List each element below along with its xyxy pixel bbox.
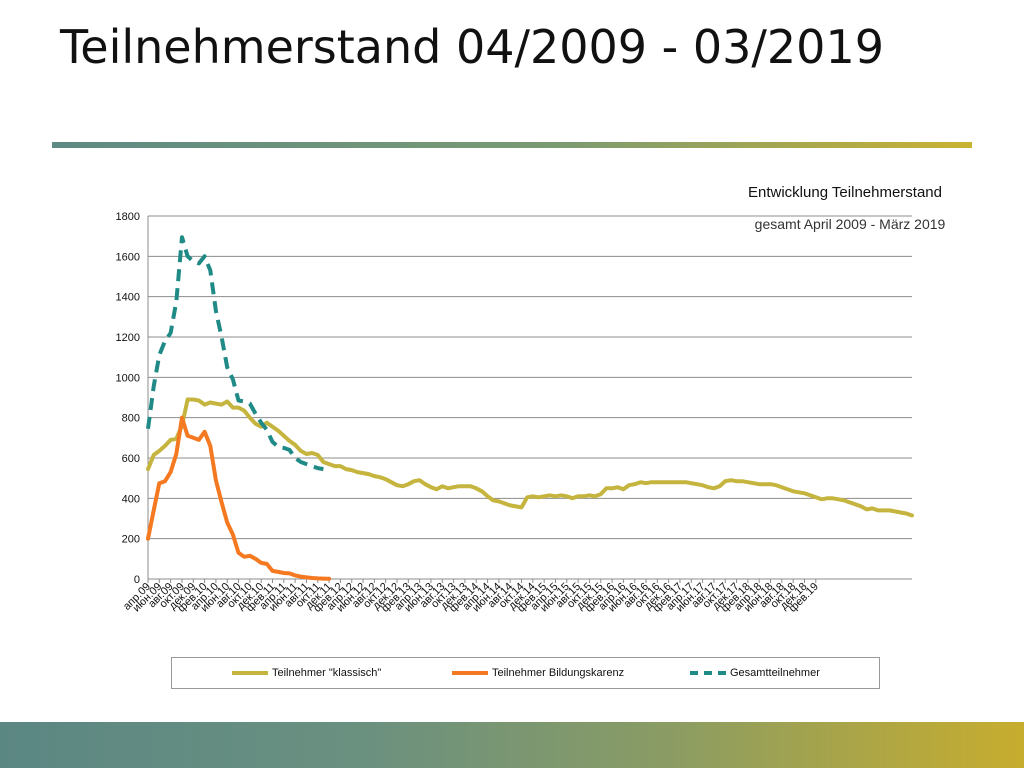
legend-item-gesamt: Gesamtteilnehmer [690,658,820,688]
series-klassisch-line [146,397,914,518]
y-tick-label: 1400 [116,292,140,304]
chart-title: Entwicklung Teilnehmerstand [748,184,942,201]
chart-legend: Teilnehmer "klassisch" Teilnehmer Bildun… [171,657,880,689]
chart-series [146,235,914,581]
y-tick-label: 0 [134,574,140,586]
series-gesamt-line [146,235,324,472]
y-tick-label: 200 [122,534,140,546]
y-tick-label: 800 [122,413,140,425]
legend-item-bildungskarenz: Teilnehmer Bildungskarenz [452,658,624,688]
series-bildungskarenz-line [146,415,332,581]
y-tick-label: 1200 [116,332,140,344]
legend-label-klassisch: Teilnehmer "klassisch" [272,667,382,679]
y-axis-tick-labels: 0 200 400 600 800 1000 1200 1400 1600 1800 [116,211,140,586]
chart-gridlines [147,215,912,580]
y-tick-label: 1600 [116,251,140,263]
title-divider [52,142,972,148]
x-axis-tick-labels: апр.09июн.09авг.09окт.09дек.09фев.10апр.… [121,579,821,615]
line-chart: 0 200 400 600 800 1000 1200 1400 1600 1800 апр.09… [116,211,914,615]
legend-label-gesamt: Gesamtteilnehmer [730,667,820,679]
y-tick-label: 400 [122,493,140,505]
legend-swatch-gesamt [690,671,726,675]
y-tick-label: 1000 [116,372,140,384]
footer-band [0,722,1024,768]
legend-swatch-klassisch [232,671,268,675]
y-tick-label: 1800 [116,211,140,223]
legend-swatch-bildungskarenz [452,671,488,675]
y-tick-label: 600 [122,453,140,465]
slide-title: Teilnehmerstand 04/2009 - 03/2019 [60,20,884,74]
legend-item-klassisch: Teilnehmer "klassisch" [232,658,381,688]
chart-subtitle: gesamt April 2009 - März 2019 [754,216,946,232]
legend-label-bildungskarenz: Teilnehmer Bildungskarenz [492,667,625,679]
